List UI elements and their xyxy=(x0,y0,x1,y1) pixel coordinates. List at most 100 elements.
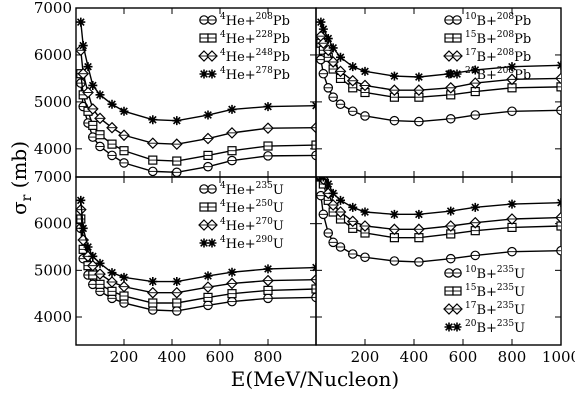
data-point-star xyxy=(318,177,328,182)
data-point-star xyxy=(414,72,424,82)
data-point-star xyxy=(203,271,213,281)
panels: 4000 5000 6000 7000 4He+208Pb4He+228Pb4He+24… xyxy=(34,0,575,366)
data-point-star xyxy=(227,267,237,277)
legend-entry: 10B+208Pb xyxy=(465,12,531,29)
plot-area xyxy=(76,195,316,316)
legend-entry: 4He+290U xyxy=(220,235,284,252)
data-point-star xyxy=(119,272,129,282)
data-point-star xyxy=(107,99,117,109)
data-point-star xyxy=(328,43,338,53)
y-tick-label: 5000 xyxy=(34,93,72,111)
legend-marker-star xyxy=(207,69,217,79)
data-point-star xyxy=(323,34,333,44)
legend-marker-star xyxy=(199,69,209,79)
series-17B+208Pb xyxy=(316,30,561,97)
y-tick-label: 7000 xyxy=(34,0,72,17)
data-point-star xyxy=(83,242,93,252)
legend-marker-star xyxy=(452,322,462,332)
data-point-star xyxy=(556,198,561,208)
y-tick-label: 6000 xyxy=(34,215,72,233)
x-tick-label: 400 xyxy=(158,348,187,366)
x-tick-label: 600 xyxy=(449,348,478,366)
legend-entry: 4He+270U xyxy=(220,217,284,234)
legend-entry: 17B+208Pb xyxy=(465,48,531,65)
data-point-star xyxy=(172,277,182,287)
legend-marker-star xyxy=(444,69,454,79)
data-point-star xyxy=(389,209,399,219)
data-point-star xyxy=(95,90,105,100)
data-point-star xyxy=(360,207,370,217)
legend-entry: 15B+235U xyxy=(465,283,525,300)
data-point-star xyxy=(119,106,129,116)
series-10B+208Pb xyxy=(316,54,561,127)
data-point-star xyxy=(323,179,333,189)
data-point-star xyxy=(318,24,328,34)
x-axis-label: E(MeV/Nucleon) xyxy=(231,367,399,391)
x-tick-label: 400 xyxy=(400,348,429,366)
x-tick-label: 200 xyxy=(351,348,380,366)
y-tick-label: 5000 xyxy=(34,261,72,279)
y-axis-label-sub: r xyxy=(19,194,35,201)
data-point-star xyxy=(414,209,424,219)
data-point-star xyxy=(263,102,273,112)
legend-entry: 10B+235U xyxy=(465,265,525,282)
data-point-star xyxy=(95,258,105,268)
panel-bottom-right: 200 400 600 800 1000 10B+235U15B+235U17B+235U… xyxy=(315,176,575,366)
legend-entry: 20B+235U xyxy=(465,319,525,336)
data-point-star xyxy=(336,195,345,205)
data-point-star xyxy=(470,202,480,212)
legend-entry: 20B+208Pb xyxy=(465,66,531,83)
series-4He+270U xyxy=(76,203,316,299)
data-point-star xyxy=(446,206,456,216)
legend-entry: 4He+208Pb xyxy=(220,12,290,29)
legend-entry: 4He+228Pb xyxy=(220,30,290,47)
data-point-star xyxy=(507,199,517,209)
data-point-star xyxy=(507,62,517,72)
series-4He+278Pb xyxy=(76,17,316,126)
data-point-star xyxy=(556,60,561,70)
data-point-star xyxy=(88,80,98,90)
data-point-star xyxy=(336,52,345,62)
x-tick-label: 1000 xyxy=(542,348,575,366)
y-axis-label-main: σ xyxy=(7,201,31,215)
data-point-star xyxy=(348,202,358,212)
legend-entry: 17B+235U xyxy=(465,301,525,318)
y-tick-label: 6000 xyxy=(34,46,72,64)
data-point-star xyxy=(76,17,86,27)
data-point-star xyxy=(227,104,237,114)
data-point-star xyxy=(470,65,480,75)
legend-marker-star xyxy=(199,238,209,248)
legend-entry: 4He+278Pb xyxy=(220,66,290,83)
legend-marker-star xyxy=(452,69,462,79)
series-20B+235U xyxy=(316,177,561,219)
legend-marker-star xyxy=(444,322,454,332)
series-4He+208Pb xyxy=(76,78,316,177)
data-point-star xyxy=(348,62,358,72)
data-point-star xyxy=(316,17,326,27)
y-tick-label: 4000 xyxy=(34,308,72,326)
data-point-star xyxy=(148,115,158,125)
legend-entry: 4He+235U xyxy=(220,181,284,198)
data-point-star xyxy=(76,195,86,205)
x-tick-label: 200 xyxy=(110,348,139,366)
series-line xyxy=(320,177,561,216)
series-17B+235U xyxy=(316,177,561,236)
data-point-star xyxy=(328,188,338,198)
data-point-star xyxy=(360,66,370,76)
legend-entry: 15B+208Pb xyxy=(465,30,531,47)
plot-area xyxy=(316,17,561,127)
x-tick-label: 600 xyxy=(206,348,235,366)
data-point-star xyxy=(263,264,273,274)
plot-area xyxy=(76,17,316,177)
data-point-star xyxy=(83,62,93,72)
legend-marker-star xyxy=(207,238,217,248)
data-point-star xyxy=(88,251,98,261)
y-tick-label: 7000 xyxy=(34,168,72,186)
